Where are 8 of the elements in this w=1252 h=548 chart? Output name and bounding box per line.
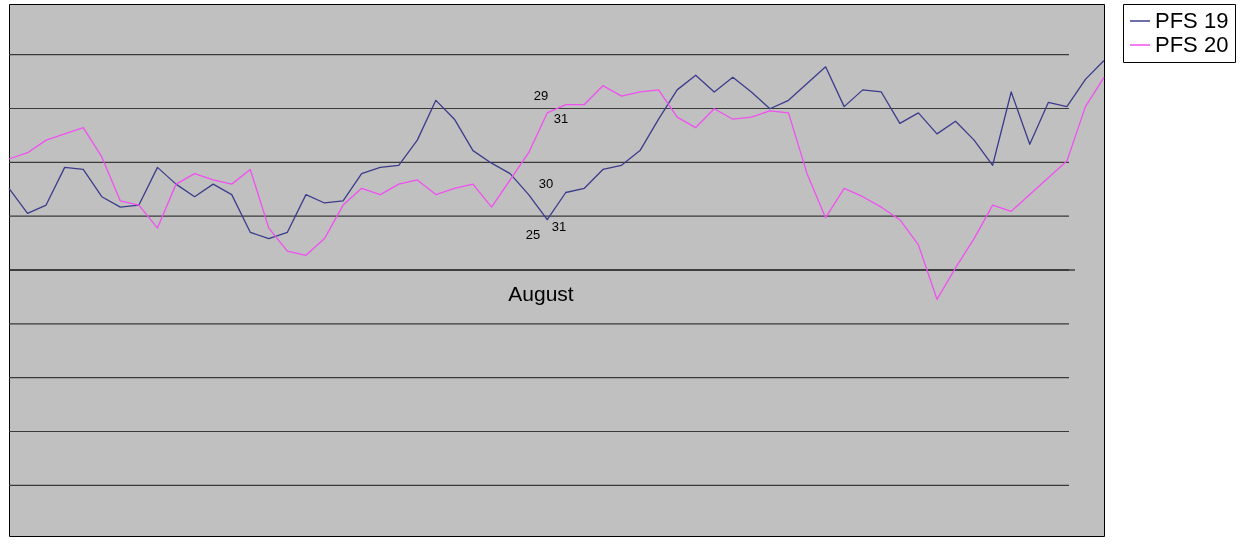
annotation: 30 — [538, 176, 554, 191]
legend-label: PFS 19 — [1155, 8, 1229, 33]
annotation: 31 — [551, 219, 567, 234]
annotation: 31 — [553, 111, 569, 126]
legend-label: PFS 20 — [1155, 32, 1229, 57]
annotation: August — [508, 282, 574, 305]
annotation: 29 — [533, 88, 549, 103]
annotation: 25 — [525, 227, 541, 242]
